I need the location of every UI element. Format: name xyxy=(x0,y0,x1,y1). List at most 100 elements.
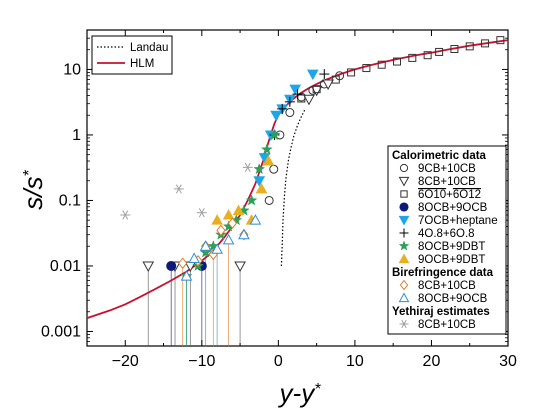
legend-section-title: Calorimetric data xyxy=(392,150,487,162)
data-point xyxy=(222,233,235,245)
legend-series-label: 4O.8+6O.8 xyxy=(418,228,475,240)
legend-series-label: 6O10+6O12 xyxy=(418,189,481,201)
data-point xyxy=(242,162,253,172)
data-point xyxy=(399,202,409,212)
legend-series-label: 9CB+10CB xyxy=(418,163,476,175)
data-point xyxy=(268,128,281,141)
data-point xyxy=(180,270,193,281)
landau-curve xyxy=(280,108,306,267)
legend-section-title: Yethiraj estimates xyxy=(392,306,490,318)
data-point xyxy=(277,103,288,114)
x-tick-label: −20 xyxy=(112,353,139,370)
legend-series-label: 8OCB+9OCB xyxy=(418,293,488,305)
y-axis-ticks: 0.001 0.01 0.1 1 10 xyxy=(41,29,508,347)
data-point xyxy=(450,45,459,54)
legend-series-label: 8OCB+9DBT xyxy=(418,241,485,253)
x-tick-label: 30 xyxy=(499,353,517,370)
data-point xyxy=(166,260,177,271)
data-point xyxy=(173,184,184,194)
data-point xyxy=(306,69,319,81)
data-point xyxy=(481,39,490,48)
x-tick-label: −10 xyxy=(188,353,215,370)
data-point xyxy=(347,68,356,77)
data-point xyxy=(423,51,432,60)
legend-series-label: 8CB+10CB xyxy=(418,176,476,188)
data-point xyxy=(398,292,410,303)
legend-line-label: Landau xyxy=(130,42,168,54)
data-point xyxy=(216,224,226,237)
data-point xyxy=(399,319,409,329)
data-point xyxy=(253,162,266,175)
data-point xyxy=(178,257,188,270)
data-point xyxy=(292,89,303,100)
data-point xyxy=(362,64,371,73)
data-point xyxy=(331,75,340,84)
legend-series-label: 8OCB+9OCB xyxy=(418,202,488,214)
data-point xyxy=(377,60,386,69)
data-point xyxy=(196,208,207,218)
y-tick-label: 0.01 xyxy=(50,258,81,275)
data-point xyxy=(285,108,295,118)
data-point xyxy=(398,176,410,187)
line-legend-box xyxy=(91,35,173,75)
data-point xyxy=(253,176,266,187)
y-tick-label: 0.1 xyxy=(59,192,81,209)
legend-series-label: 8CB+10CB xyxy=(418,319,476,331)
data-point xyxy=(227,217,238,229)
data-point xyxy=(322,79,334,91)
y-tick-label: 10 xyxy=(63,61,81,78)
data-point xyxy=(270,110,282,122)
data-point xyxy=(399,228,409,238)
data-point xyxy=(312,85,321,94)
data-point xyxy=(496,36,505,45)
data-point xyxy=(245,194,258,206)
data-point xyxy=(199,240,212,251)
y-axis-title: s/s* xyxy=(18,170,48,210)
data-point xyxy=(234,261,246,272)
data-point xyxy=(393,57,402,66)
line-legend: Landau HLM xyxy=(91,35,173,75)
data-point xyxy=(211,243,223,254)
data-point xyxy=(261,143,273,155)
data-point xyxy=(142,261,155,272)
data-point xyxy=(284,96,295,107)
data-point xyxy=(435,47,444,56)
data-point xyxy=(319,69,330,80)
data-point xyxy=(408,53,417,62)
y-tick-label: 0.001 xyxy=(41,323,81,340)
x-axis-ticks: −20 −10 0 10 20 30 xyxy=(86,30,517,370)
data-point xyxy=(303,94,315,106)
data-point xyxy=(398,215,410,226)
data-point xyxy=(199,246,212,258)
data-point xyxy=(211,214,223,225)
data-point xyxy=(310,85,323,97)
x-tick-label: 0 xyxy=(274,353,283,370)
x-axis-title: y-y* xyxy=(278,378,322,408)
legend-series-label: 7OCB+heptane xyxy=(418,215,498,227)
scatter-legend: Calorimetric data9CB+10CB8CB+10CB6O10+6O… xyxy=(387,145,507,335)
data-markers xyxy=(120,36,505,282)
data-point xyxy=(262,154,275,166)
legend-series-label: 8CB+10CB xyxy=(418,280,476,292)
data-point xyxy=(465,42,474,51)
x-tick-label: 20 xyxy=(423,353,441,370)
data-point xyxy=(232,204,245,216)
data-point xyxy=(398,240,410,251)
legend-section-title: Birefringence data xyxy=(392,267,494,279)
y-tick-label: 1 xyxy=(72,127,81,144)
data-point xyxy=(264,195,274,205)
data-point xyxy=(255,182,268,194)
data-point xyxy=(399,279,409,291)
data-point xyxy=(400,190,408,198)
x-tick-label: 10 xyxy=(346,353,364,370)
data-point xyxy=(120,210,131,220)
legend-line-label: HLM xyxy=(130,58,154,70)
legend-series-label: 9OCB+9DBT xyxy=(418,254,485,266)
data-point xyxy=(399,163,409,173)
data-point xyxy=(398,253,410,264)
data-point xyxy=(238,228,250,240)
data-point xyxy=(249,214,262,225)
data-point xyxy=(188,252,201,263)
data-point xyxy=(222,208,235,220)
